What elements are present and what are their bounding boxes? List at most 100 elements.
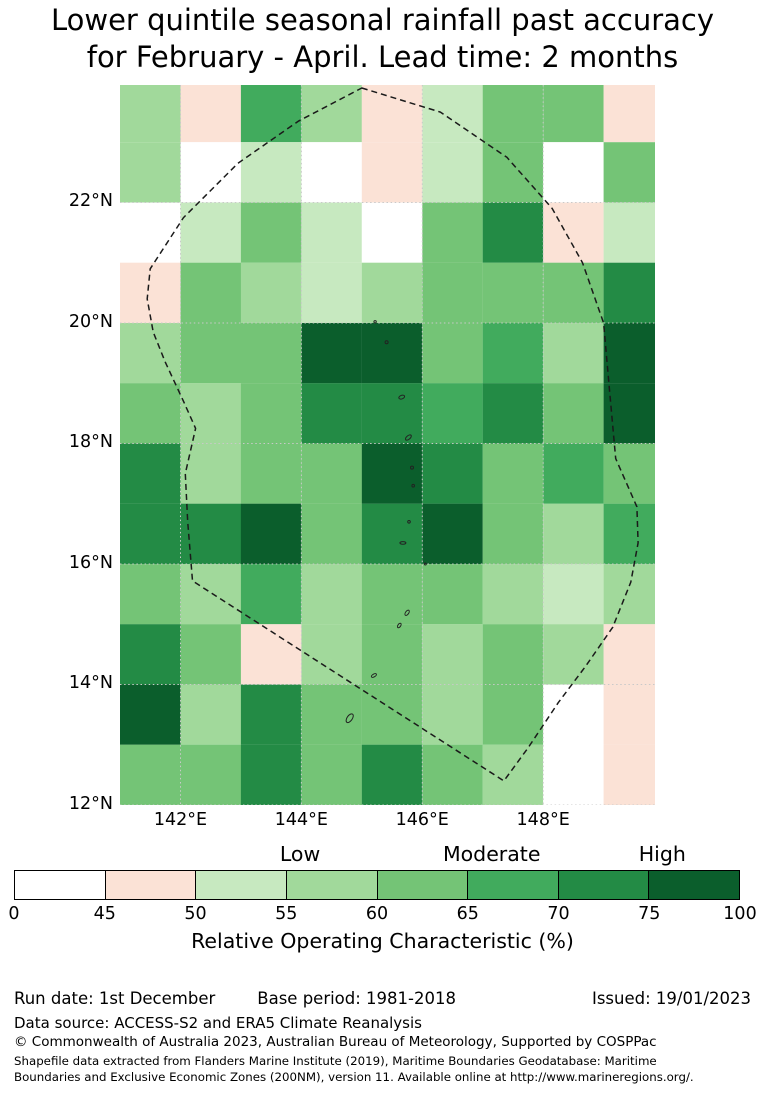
heatmap-cell <box>603 443 655 504</box>
heatmap-cell <box>422 383 483 444</box>
heatmap-cell <box>240 443 302 504</box>
heatmap-cell <box>361 744 423 805</box>
heatmap-cell <box>603 383 655 444</box>
heatmap-cell <box>603 564 655 625</box>
heatmap-cell <box>422 443 483 504</box>
heatmap-cell <box>482 323 544 384</box>
colorbar-tick-label: 55 <box>275 904 298 924</box>
heatmap-cell <box>543 744 604 805</box>
island-outline <box>423 562 427 566</box>
heatmap-cell <box>361 262 423 323</box>
legend-category-label: Low <box>279 842 321 866</box>
heatmap-cell <box>422 503 483 564</box>
heatmap-cell <box>120 744 181 805</box>
heatmap-cell <box>603 503 655 564</box>
heatmap-cell <box>180 744 241 805</box>
heatmap-cell <box>361 202 423 263</box>
island-outline <box>399 541 407 545</box>
run-date: Run date: 1st December <box>14 989 216 1008</box>
island-outline <box>370 673 377 678</box>
heatmap-cell <box>422 684 483 745</box>
heatmap-cell <box>301 684 362 745</box>
island-outline <box>404 609 410 616</box>
heatmap-cell <box>482 202 544 263</box>
heatmap-cell <box>301 564 362 625</box>
heatmap-cell <box>543 323 604 384</box>
y-tick-label: 20°N <box>68 311 113 332</box>
heatmap-cell <box>543 383 604 444</box>
heatmap-cell <box>482 564 544 625</box>
heatmap-cell <box>180 684 241 745</box>
heatmap-cell <box>240 624 302 685</box>
heatmap-cell <box>422 85 483 143</box>
heatmap-cell <box>180 383 241 444</box>
heatmap-cell <box>422 262 483 323</box>
heatmap-cell <box>361 383 423 444</box>
heatmap-cell <box>482 262 544 323</box>
heatmap-cell <box>240 744 302 805</box>
heatmap-cell <box>240 85 302 143</box>
x-tick-label: 142°E <box>153 810 208 830</box>
heatmap-cell <box>603 744 655 805</box>
colorbar-segment <box>104 871 196 899</box>
heatmap-cell <box>482 624 544 685</box>
heatmap-cell <box>120 202 181 263</box>
colorbar-tick-label: 75 <box>638 904 661 924</box>
heatmap-cell <box>543 443 604 504</box>
heatmap-cell <box>120 142 181 203</box>
footer-run-info: Run date: 1st December Base period: 1981… <box>14 989 751 1008</box>
heatmap-cell <box>240 323 302 384</box>
eez-boundary <box>146 87 639 782</box>
heatmap-cell <box>361 443 423 504</box>
colorbar-segment <box>467 871 558 899</box>
heatmap-cell <box>603 684 655 745</box>
heatmap-cell <box>543 564 604 625</box>
heatmap-cell <box>240 202 302 263</box>
legend-category-label: High <box>638 842 686 866</box>
heatmap-cell <box>543 262 604 323</box>
y-tick-label: 16°N <box>68 552 113 573</box>
colorbar-segment <box>557 871 649 899</box>
legend-category-label: Moderate <box>442 842 541 866</box>
shapefile-note: Shapefile data extracted from Flanders M… <box>14 1054 694 1084</box>
heatmap-cell <box>120 503 181 564</box>
colorbar-tick-label: 0 <box>8 904 20 924</box>
colorbar-segment <box>376 871 468 899</box>
colorbar-axis-label: Relative Operating Characteristic (%) <box>191 929 574 953</box>
heatmap-cell <box>120 684 181 745</box>
heatmap-cell <box>361 684 423 745</box>
heatmap-cell <box>301 142 362 203</box>
heatmap-cell <box>240 564 302 625</box>
heatmap-cell <box>543 202 604 263</box>
heatmap-cell <box>301 262 362 323</box>
colorbar-segment <box>648 871 739 899</box>
heatmap-cell <box>422 624 483 685</box>
heatmap-cell <box>361 323 423 384</box>
island-outline <box>373 320 377 324</box>
colorbar-segment <box>195 871 286 899</box>
x-tick-label: 148°E <box>516 810 570 830</box>
heatmap-cell <box>301 85 362 143</box>
island-outline <box>396 622 402 629</box>
base-period: Base period: 1981-2018 <box>257 989 456 1008</box>
heatmap-cell <box>361 624 423 685</box>
heatmap-cell <box>301 744 362 805</box>
heatmap-cell <box>422 142 483 203</box>
heatmap-cell <box>543 142 604 203</box>
chart-title: Lower quintile seasonal rainfall past ac… <box>0 2 765 76</box>
heatmap-cell <box>180 503 241 564</box>
heatmap-cell <box>120 383 181 444</box>
colorbar-tick-label: 70 <box>547 904 570 924</box>
heatmap-cell <box>180 142 241 203</box>
heatmap-cell <box>543 503 604 564</box>
colorbar <box>14 870 740 900</box>
heatmap-cell <box>120 624 181 685</box>
y-tick-label: 14°N <box>68 673 113 694</box>
heatmap-cell <box>180 443 241 504</box>
heatmap-cell <box>361 142 423 203</box>
heatmap-cell <box>180 85 241 143</box>
heatmap-cell <box>482 744 544 805</box>
heatmap-cell <box>180 202 241 263</box>
heatmap-cell <box>482 684 544 745</box>
